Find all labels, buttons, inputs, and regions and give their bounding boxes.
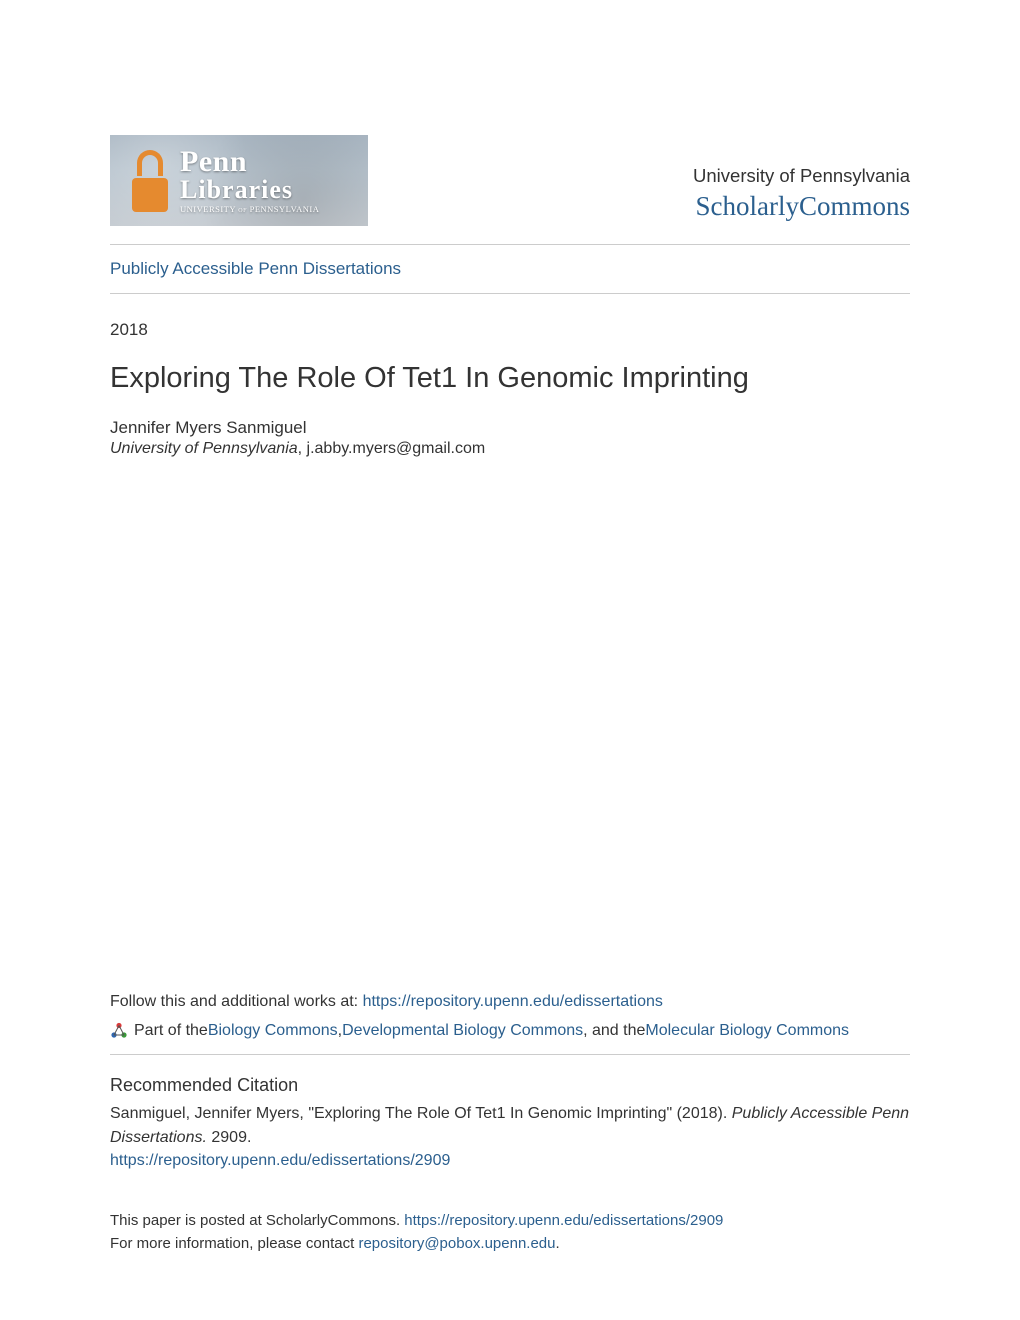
recommended-citation-heading: Recommended Citation (110, 1075, 910, 1096)
partof-sep2: , and the (583, 1019, 645, 1044)
part-of-line: Part of the Biology Commons, Development… (110, 1019, 910, 1044)
citation-text: Sanmiguel, Jennifer Myers, "Exploring Th… (110, 1102, 910, 1150)
open-lock-icon (128, 150, 172, 212)
institution-name: University of Pennsylvania (693, 165, 910, 187)
subject-link-3[interactable]: Molecular Biology Commons (645, 1019, 849, 1044)
follow-line: Follow this and additional works at: htt… (110, 993, 910, 1011)
penn-libraries-logo[interactable]: Penn Libraries UNIVERSITY of PENNSYLVANI… (110, 135, 368, 226)
footer1-prefix: This paper is posted at ScholarlyCommons… (110, 1212, 404, 1229)
header-right: University of Pennsylvania ScholarlyComm… (693, 135, 910, 222)
network-icon (110, 1022, 128, 1040)
author-affiliation: University of Pennsylvania, j.abby.myers… (110, 440, 910, 458)
logo-line1: Penn (180, 147, 319, 177)
footer2-suffix: . (555, 1235, 559, 1252)
year: 2018 (110, 320, 910, 340)
partof-lead: Part of the (134, 1019, 208, 1044)
citation-permalink[interactable]: https://repository.upenn.edu/edissertati… (110, 1152, 910, 1170)
footer-line-2: For more information, please contact rep… (110, 1233, 910, 1256)
logo-text: Penn Libraries UNIVERSITY of PENNSYLVANI… (180, 147, 319, 214)
follow-prefix: Follow this and additional works at: (110, 993, 363, 1010)
subject-link-1[interactable]: Biology Commons (208, 1019, 338, 1044)
footer2-prefix: For more information, please contact (110, 1235, 358, 1252)
page-header: Penn Libraries UNIVERSITY of PENNSYLVANI… (110, 135, 910, 226)
citation-author: Sanmiguel, Jennifer Myers (110, 1105, 299, 1122)
collection-link[interactable]: Publicly Accessible Penn Dissertations (110, 259, 401, 278)
follow-link[interactable]: https://repository.upenn.edu/edissertati… (363, 993, 663, 1010)
collection-bar: Publicly Accessible Penn Dissertations (110, 245, 910, 293)
logo-subline: UNIVERSITY of PENNSYLVANIA (180, 205, 319, 214)
divider (110, 293, 910, 294)
author-name: Jennifer Myers Sanmiguel (110, 418, 910, 438)
logo-line2: Libraries (180, 177, 319, 203)
repository-link[interactable]: ScholarlyCommons (696, 191, 911, 221)
affiliation-sep: , (298, 440, 307, 457)
paper-title: Exploring The Role Of Tet1 In Genomic Im… (110, 360, 910, 396)
citation-number: 2909. (211, 1129, 251, 1146)
citation-year: (2018). (677, 1105, 728, 1122)
affiliation-institution: University of Pennsylvania (110, 440, 298, 457)
divider (110, 1054, 910, 1055)
subject-link-2[interactable]: Developmental Biology Commons (342, 1019, 583, 1044)
citation-title: "Exploring The Role Of Tet1 In Genomic I… (308, 1105, 672, 1122)
footer2-link[interactable]: repository@pobox.upenn.edu (358, 1235, 555, 1252)
footer1-link[interactable]: https://repository.upenn.edu/edissertati… (404, 1212, 723, 1229)
bottom-block: Follow this and additional works at: htt… (110, 993, 910, 1255)
author-email: j.abby.myers@gmail.com (307, 440, 486, 457)
footer-line-1: This paper is posted at ScholarlyCommons… (110, 1210, 910, 1233)
